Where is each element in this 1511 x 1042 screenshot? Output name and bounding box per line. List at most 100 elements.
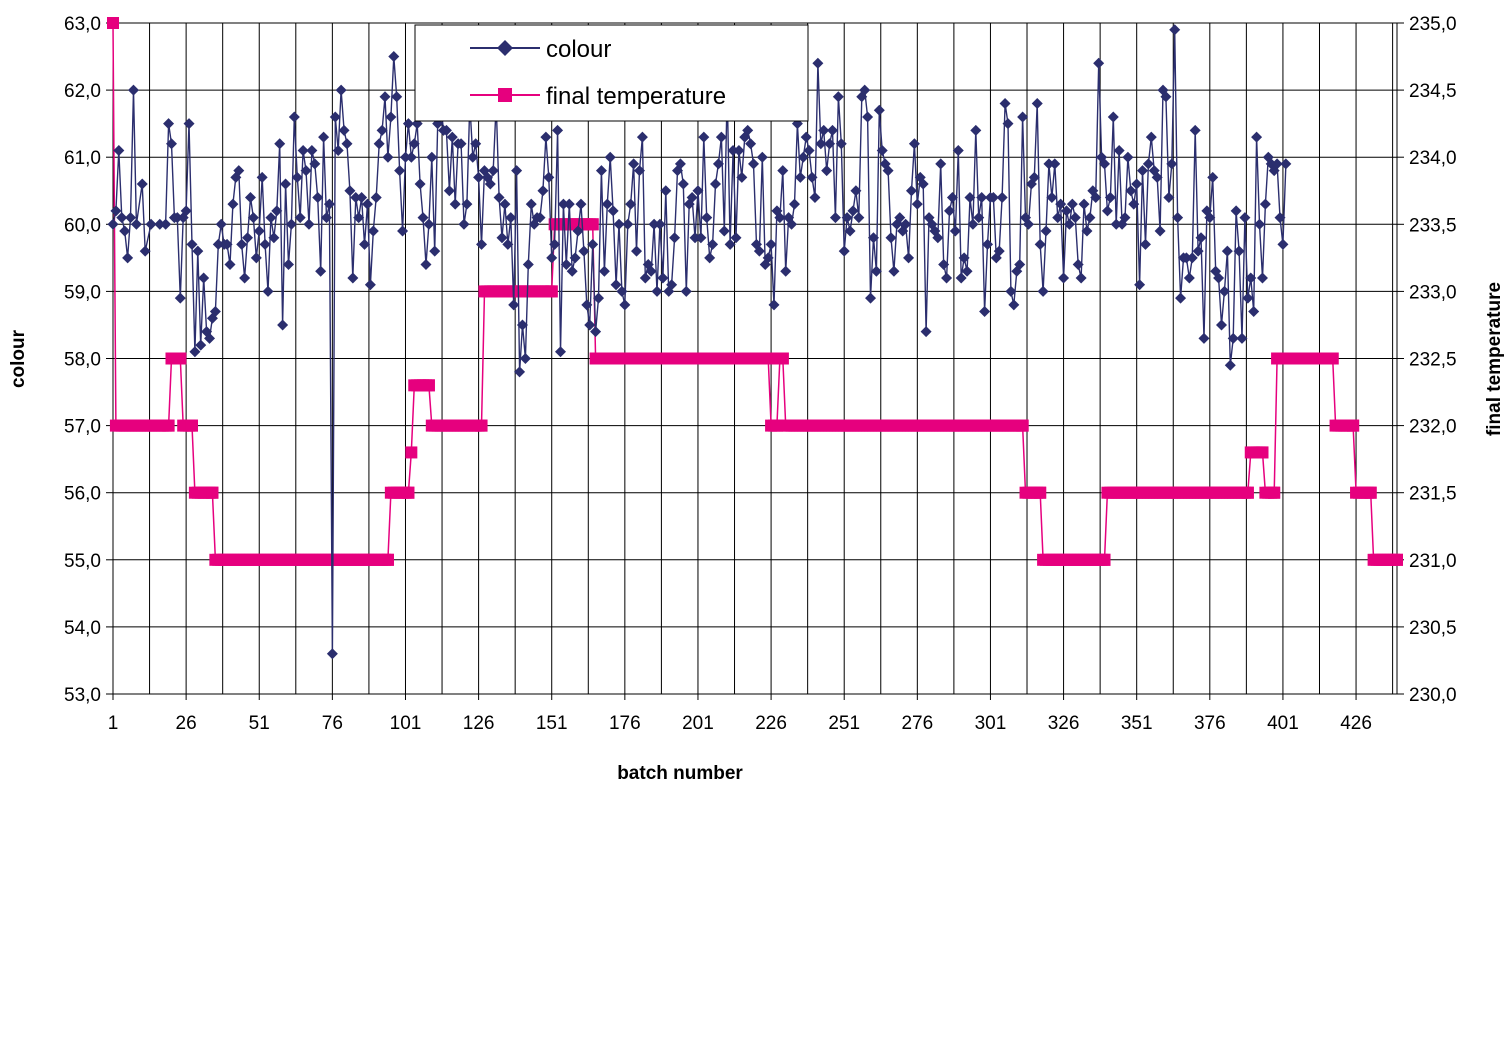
colour-point — [154, 218, 166, 230]
colour-point — [1245, 272, 1257, 284]
x-tick-label: 76 — [322, 713, 343, 734]
colour-point — [976, 191, 988, 203]
colour-point — [356, 191, 368, 203]
colour-point — [370, 191, 382, 203]
colour-point — [508, 299, 520, 311]
colour-point — [1180, 252, 1192, 264]
colour-point — [1218, 285, 1230, 297]
colour-point — [382, 151, 394, 163]
colour-point — [282, 259, 294, 271]
colour-point — [1134, 279, 1146, 291]
colour-point — [165, 138, 177, 150]
colour-point — [195, 339, 207, 351]
temperature-point — [206, 486, 219, 499]
colour-point — [1254, 218, 1266, 230]
colour-point — [1224, 359, 1236, 371]
colour-point — [654, 218, 666, 230]
colour-point — [1236, 332, 1248, 344]
colour-point — [753, 245, 765, 257]
colour-point — [136, 178, 148, 190]
temperature-point — [402, 486, 415, 499]
colour-point — [160, 218, 172, 230]
colour-point — [540, 131, 552, 143]
temperature-point — [185, 419, 198, 432]
colour-point — [666, 279, 678, 291]
right-tick-label: 235,0 — [1409, 14, 1457, 35]
colour-point — [183, 118, 195, 130]
colour-point — [1022, 218, 1034, 230]
colour-point — [698, 131, 710, 143]
colour-point — [224, 259, 236, 271]
colour-point — [941, 272, 953, 284]
x-tick-label: 301 — [975, 713, 1007, 734]
colour-point — [1239, 212, 1251, 224]
colour-point — [862, 111, 874, 123]
colour-point — [376, 124, 388, 136]
colour-point — [496, 232, 508, 244]
colour-point — [718, 225, 730, 237]
colour-point — [917, 178, 929, 190]
colour-point — [397, 225, 409, 237]
colour-point — [174, 292, 186, 304]
colour-point — [788, 198, 800, 210]
colour-point — [575, 198, 587, 210]
colour-point — [669, 232, 681, 244]
colour-point — [250, 252, 262, 264]
temperature-point — [1016, 419, 1029, 432]
colour-point — [1163, 191, 1175, 203]
colour-point — [707, 238, 719, 250]
colour-point — [695, 232, 707, 244]
temperature-point — [1034, 486, 1047, 499]
colour-point — [525, 198, 537, 210]
colour-point — [1172, 212, 1184, 224]
colour-point — [715, 131, 727, 143]
x-tick-label: 26 — [176, 713, 197, 734]
colour-point — [999, 98, 1011, 110]
colour-point — [704, 252, 716, 264]
temperature-point — [1268, 486, 1281, 499]
colour-point — [242, 232, 254, 244]
colour-point — [827, 124, 839, 136]
colour-point — [554, 346, 566, 358]
colour-point — [341, 138, 353, 150]
colour-point — [800, 131, 812, 143]
colour-point — [476, 238, 488, 250]
left-tick-label: 56,0 — [64, 484, 101, 505]
colour-point — [1248, 306, 1260, 318]
colour-point — [1005, 285, 1017, 297]
colour-point — [689, 232, 701, 244]
colour-point — [543, 171, 555, 183]
legend: colour final temperature — [414, 24, 809, 122]
colour-point — [484, 178, 496, 190]
colour-point — [321, 212, 333, 224]
colour-point — [364, 279, 376, 291]
colour-point — [549, 238, 561, 250]
legend-diamond-marker — [497, 40, 513, 56]
colour-point — [487, 165, 499, 177]
colour-point — [809, 191, 821, 203]
colour-point — [429, 245, 441, 257]
colour-point — [616, 285, 628, 297]
colour-point — [379, 91, 391, 103]
colour-point — [955, 272, 967, 284]
colour-point — [417, 212, 429, 224]
colour-point — [534, 212, 546, 224]
colour-point — [1090, 191, 1102, 203]
colour-point — [865, 292, 877, 304]
temperature-point — [545, 285, 558, 298]
colour-point — [970, 124, 982, 136]
colour-point — [122, 252, 134, 264]
colour-point — [204, 332, 216, 344]
colour-point — [537, 185, 549, 197]
colour-point — [119, 225, 131, 237]
colour-point — [730, 232, 742, 244]
colour-point — [405, 151, 417, 163]
colour-point — [601, 198, 613, 210]
colour-point — [645, 265, 657, 277]
colour-point — [815, 138, 827, 150]
colour-point — [607, 205, 619, 217]
colour-point — [514, 366, 526, 378]
colour-point — [1221, 245, 1233, 257]
colour-point — [443, 185, 455, 197]
colour-point — [888, 265, 900, 277]
